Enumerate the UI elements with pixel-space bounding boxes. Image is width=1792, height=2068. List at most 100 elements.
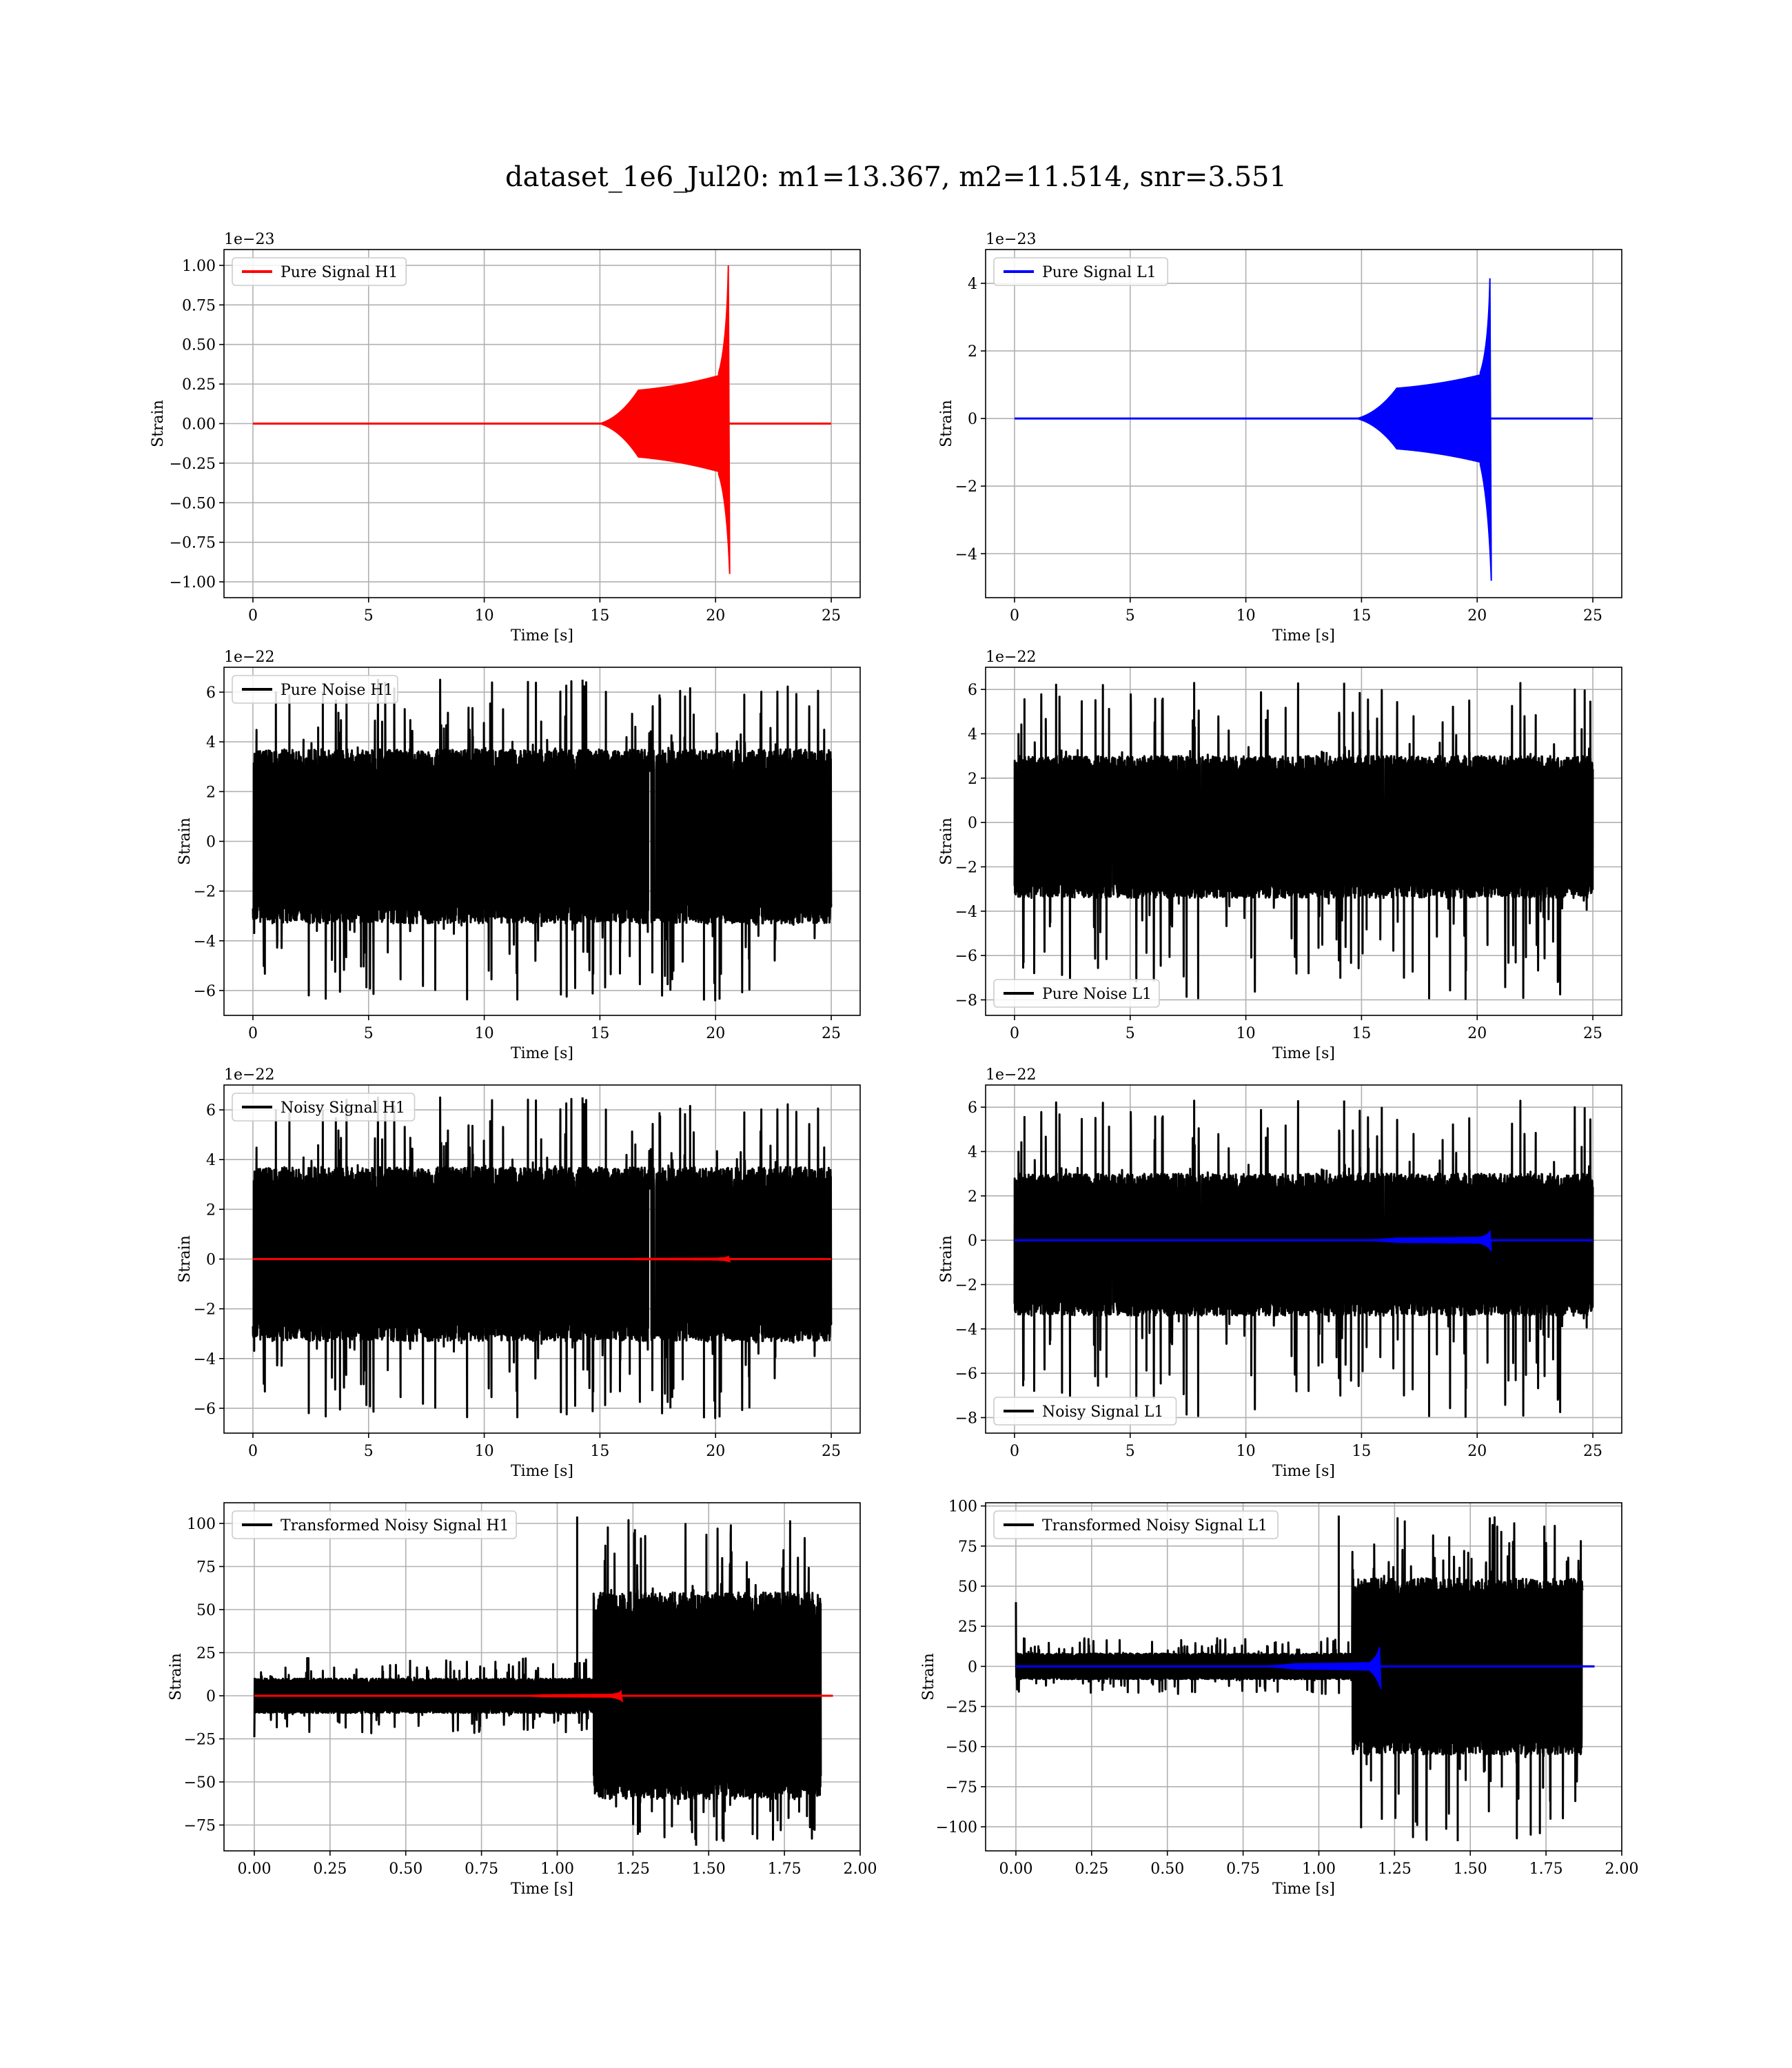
y-tick-label: 2	[968, 343, 977, 361]
y-tick-label: 2	[968, 771, 977, 788]
x-tick-label: 5	[1126, 607, 1135, 625]
subplot-pure-signal-h1: 0 5 10 15 20 25 1.00 0.75 0.50 0.25 0.00 −0.25 −0.50…	[150, 231, 861, 645]
legend: Pure Signal H1	[232, 257, 407, 286]
x-tick-label: 20	[706, 607, 725, 625]
x-tick-label: 0	[248, 607, 258, 625]
x-tick-label: 0.75	[1226, 1861, 1260, 1878]
x-tick-label: 10	[475, 607, 494, 625]
y-tick-label: −50	[946, 1739, 977, 1756]
axes-frame	[985, 1502, 1622, 1852]
axis-offset-label: 1e−22	[986, 649, 1036, 666]
y-tick-label: 75	[196, 1559, 216, 1577]
y-axis-label: Strain	[938, 1235, 955, 1283]
x-tick-label: 0	[1010, 1025, 1019, 1042]
y-tick-label: 4	[968, 1144, 977, 1161]
y-tick-label: −6	[194, 1401, 216, 1418]
y-tick-label: −4	[955, 546, 977, 563]
y-tick-label: 4	[968, 726, 977, 743]
x-tick-label: 1.25	[1378, 1861, 1412, 1878]
y-tick-label: 0.00	[182, 416, 216, 434]
series-layer	[252, 265, 832, 574]
x-tick-label: 0.00	[999, 1861, 1032, 1878]
y-tick-label: 0	[206, 1688, 216, 1705]
series-transformed-noisy-signal-l1	[1015, 1515, 1595, 1841]
x-tick-label: 1.75	[768, 1861, 802, 1878]
plot-area	[986, 250, 1622, 598]
y-tick-label: −2	[194, 1301, 216, 1319]
y-axis-label: Strain	[167, 1653, 185, 1701]
y-tick-label: −4	[955, 904, 977, 921]
y-axis-label: Strain	[176, 1235, 194, 1283]
series-blue-template-merger-spike	[1369, 1647, 1382, 1690]
legend: Transformed Noisy Signal H1	[232, 1510, 517, 1539]
x-tick-label: 20	[706, 1025, 725, 1042]
series-red-template-envelope	[600, 1257, 729, 1261]
x-tick-label: 0.25	[313, 1861, 347, 1878]
series-pure-noise-l1	[1013, 682, 1594, 1000]
y-tick-label: −75	[184, 1818, 216, 1835]
x-tick-label: 10	[475, 1025, 494, 1042]
axis-offset-label: 1e−22	[224, 1066, 274, 1084]
y-tick-label: −8	[955, 1410, 977, 1427]
y-tick-label: −2	[955, 859, 977, 876]
y-tick-label: −2	[955, 478, 977, 496]
x-axis-label: Time [s]	[511, 1045, 573, 1062]
x-axis-label: Time [s]	[1272, 627, 1335, 645]
series-pure-signal-l1-merger-spike	[1479, 278, 1492, 581]
legend-label: Transformed Noisy Signal H1	[281, 1517, 509, 1534]
x-tick-label: 25	[822, 1025, 841, 1042]
ticks: 0.00 0.25 0.50 0.75 1.00 1.25 1.50 1.75 2.00 100 7…	[936, 1499, 1639, 1878]
y-tick-label: −100	[936, 1819, 977, 1836]
x-tick-label: 1.00	[1302, 1861, 1336, 1878]
y-tick-label: −4	[955, 1321, 977, 1339]
x-tick-label: 0.25	[1075, 1861, 1108, 1878]
y-tick-label: 50	[958, 1579, 977, 1596]
x-tick-label: 25	[1583, 1025, 1602, 1042]
legend-box	[993, 1397, 1177, 1426]
y-tick-label: 6	[206, 1102, 216, 1119]
y-axis-label: Strain	[920, 1653, 937, 1701]
axes-frame	[985, 249, 1622, 598]
y-tick-label: −6	[955, 1366, 977, 1383]
y-tick-label: 2	[206, 784, 216, 801]
y-tick-label: 25	[958, 1619, 977, 1636]
y-tick-label: 0	[206, 834, 216, 851]
y-axis-label: Strain	[938, 818, 955, 865]
series-blue-template-merger-spike	[1479, 1230, 1492, 1252]
x-tick-label: 10	[1236, 1443, 1256, 1460]
subplot-grid: 0 5 10 15 20 251.000.750.500.250.00−0.25−0.50…	[150, 231, 1638, 1898]
legend: Noisy Signal H1	[232, 1093, 416, 1122]
legend-label: Transformed Noisy Signal L1	[1042, 1517, 1267, 1534]
y-tick-label: 1.00	[182, 258, 216, 275]
y-tick-label: 50	[196, 1602, 216, 1619]
x-axis-label: Time [s]	[1272, 1045, 1335, 1062]
x-tick-label: 2.00	[1605, 1861, 1639, 1878]
legend-label: Noisy Signal H1	[281, 1099, 405, 1117]
x-tick-label: 1.25	[616, 1861, 650, 1878]
x-tick-label: 2.00	[844, 1861, 877, 1878]
y-tick-label: −2	[194, 884, 216, 901]
x-axis-label: Time [s]	[1272, 1881, 1335, 1898]
y-tick-label: 0.25	[182, 376, 216, 394]
y-tick-label: 0.75	[182, 297, 216, 314]
axis-offset-label: 1e−23	[986, 231, 1036, 248]
legend-label: Pure Signal H1	[281, 264, 398, 281]
y-tick-label: 0	[968, 1233, 977, 1250]
axes-frame	[985, 667, 1622, 1016]
x-tick-label: 0.75	[465, 1861, 498, 1878]
y-tick-label: −25	[946, 1699, 977, 1716]
legend-box	[232, 1093, 416, 1122]
y-axis-label: Strain	[938, 400, 955, 447]
series-layer	[1013, 682, 1594, 1000]
x-tick-label: 0	[1010, 607, 1019, 625]
x-tick-label: 0.50	[389, 1861, 422, 1878]
x-tick-label: 1.00	[540, 1861, 574, 1878]
y-tick-label: −1.00	[170, 574, 216, 591]
x-tick-label: 0.50	[1150, 1861, 1184, 1878]
y-tick-label: 0	[968, 1659, 977, 1676]
